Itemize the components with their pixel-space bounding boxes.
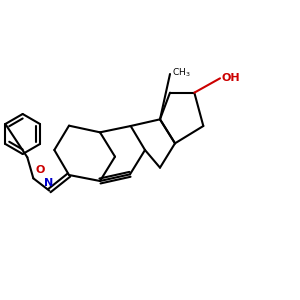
- Text: OH: OH: [222, 73, 241, 83]
- Text: CH$_3$: CH$_3$: [172, 67, 190, 79]
- Text: O: O: [35, 165, 45, 175]
- Text: N: N: [44, 178, 53, 188]
